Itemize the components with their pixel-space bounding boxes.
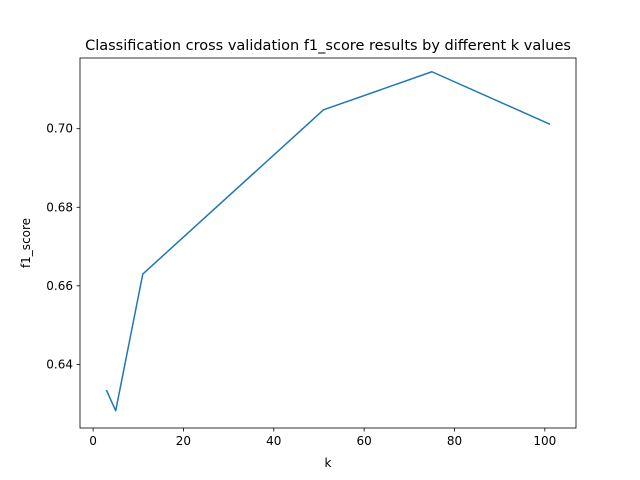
x-tick-label: 80 [447,434,462,448]
y-tick-label: 0.66 [46,279,73,293]
chart-title: Classification cross validation f1_score… [85,38,571,54]
y-tick-label: 0.68 [46,200,73,214]
x-tick-label: 40 [266,434,281,448]
x-axis-label: k [325,456,332,470]
series-line [105,71,551,412]
y-tick-label: 0.70 [46,122,73,136]
x-tick-label: 0 [89,434,97,448]
y-axis-ticks: 0.64 0.66 0.68 0.70 [46,122,80,371]
plot-area-frame [79,57,577,429]
series-layer [105,71,551,412]
x-tick-label: 60 [356,434,371,448]
x-tick-label: 20 [176,434,191,448]
y-tick-label: 0.64 [46,357,73,371]
x-tick-label: 100 [533,434,556,448]
x-axis-ticks: 0 20 40 60 80 100 [89,428,556,448]
y-axis-label: f1_score [19,218,33,268]
